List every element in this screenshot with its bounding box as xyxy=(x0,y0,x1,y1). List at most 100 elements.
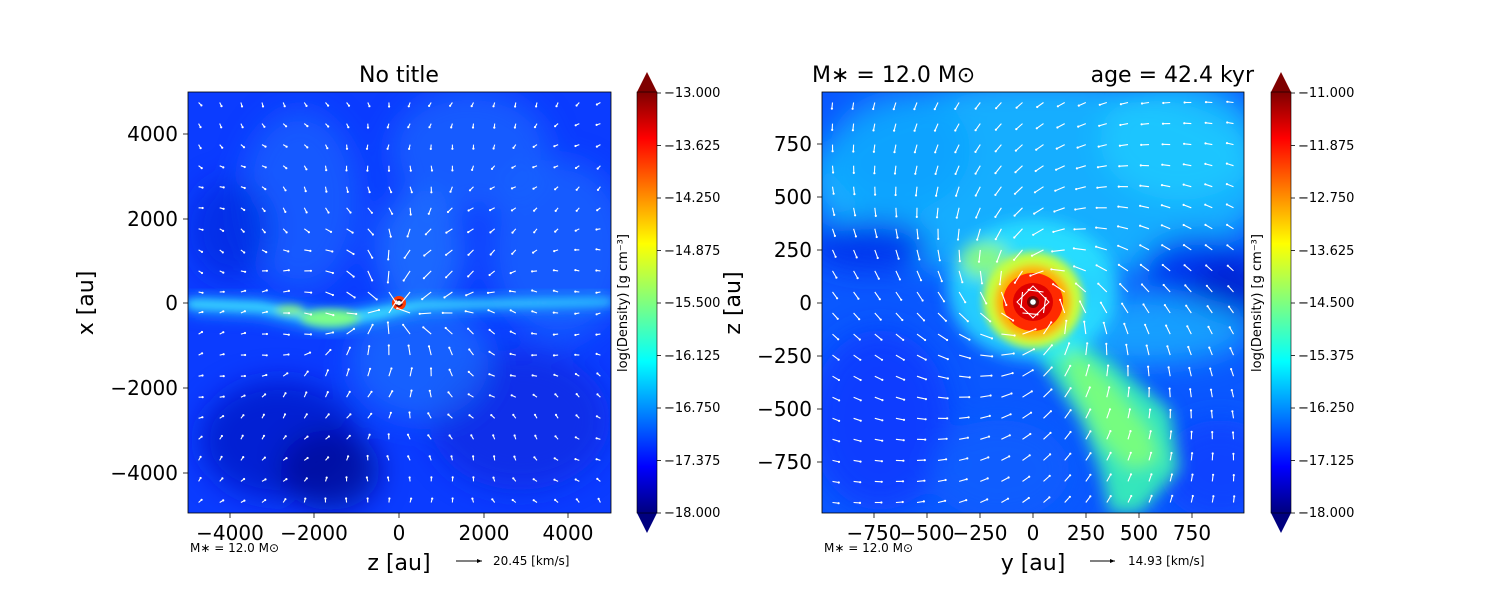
velocity-vector-head xyxy=(1204,101,1208,104)
velocity-vector xyxy=(954,144,960,153)
velocity-vector-head xyxy=(244,270,247,273)
velocity-vector-head xyxy=(327,435,330,438)
velocity-vector xyxy=(1205,244,1213,251)
velocity-vector xyxy=(916,375,927,380)
velocity-vector-head xyxy=(1034,328,1037,331)
velocity-vector xyxy=(1161,224,1171,230)
velocity-vector-head xyxy=(1129,451,1132,454)
velocity-vector xyxy=(428,346,432,356)
left-xtick: 0 xyxy=(393,521,406,545)
velocity-vector-head xyxy=(991,355,994,358)
velocity-vector-head xyxy=(1098,124,1101,127)
velocity-vector-head xyxy=(1068,495,1071,498)
velocity-vector-head xyxy=(1012,352,1015,355)
velocity-vector xyxy=(853,291,859,300)
velocity-vector-head xyxy=(554,498,557,501)
velocity-vector-head xyxy=(954,107,957,110)
velocity-vector-head xyxy=(470,105,473,108)
velocity-vector-head xyxy=(967,416,970,419)
velocity-vector-head xyxy=(395,300,398,303)
velocity-vector-head xyxy=(893,151,896,154)
velocity-vector-head xyxy=(918,258,921,261)
velocity-vector-head xyxy=(935,216,939,219)
velocity-vector-head xyxy=(423,254,426,257)
velocity-vector-head xyxy=(284,435,287,438)
velocity-vector xyxy=(1127,430,1132,440)
velocity-vector xyxy=(1143,304,1150,314)
velocity-vector-head xyxy=(201,291,204,294)
velocity-vector-head xyxy=(347,368,350,371)
velocity-vector-head xyxy=(325,190,328,193)
velocity-vector-head xyxy=(965,499,968,502)
velocity-vector-head xyxy=(1125,343,1128,346)
velocity-vector xyxy=(367,228,374,235)
velocity-vector xyxy=(304,312,312,316)
velocity-vector xyxy=(1120,123,1129,126)
velocity-vector-head xyxy=(1105,342,1108,345)
velocity-vector-head xyxy=(531,289,534,292)
velocity-vector xyxy=(937,270,943,282)
velocity-vector xyxy=(1054,207,1065,213)
velocity-vector xyxy=(1229,347,1235,356)
velocity-vector xyxy=(1085,474,1091,482)
right-xtick: 250 xyxy=(1067,521,1105,545)
velocity-vector-head xyxy=(1204,223,1207,226)
velocity-vector-head xyxy=(283,413,287,416)
velocity-vector-head xyxy=(595,248,598,251)
velocity-vector-head xyxy=(595,415,599,418)
velocity-vector xyxy=(1141,123,1150,125)
velocity-vector-head xyxy=(470,434,473,437)
velocity-vector-head xyxy=(1150,451,1153,454)
right-ytick: 250 xyxy=(774,238,812,262)
velocity-vector-head xyxy=(914,194,918,197)
right-cbar-tick: −18.000 xyxy=(1298,506,1354,521)
velocity-vector-head xyxy=(1208,346,1211,349)
velocity-vector-head xyxy=(200,250,204,253)
velocity-vector-head xyxy=(1097,145,1100,148)
velocity-vector xyxy=(421,291,432,300)
velocity-vector-head xyxy=(488,328,491,331)
velocity-vector-head xyxy=(509,374,512,377)
left-cbar-tick: −15.500 xyxy=(664,296,720,311)
velocity-vector xyxy=(346,347,351,356)
velocity-vector-head xyxy=(575,414,578,417)
velocity-vector-head xyxy=(1117,225,1120,228)
velocity-vector-head xyxy=(1161,244,1164,247)
velocity-vector-head xyxy=(265,310,268,313)
velocity-vector-head xyxy=(509,290,512,293)
velocity-vector-head xyxy=(422,277,425,280)
velocity-vector-head xyxy=(1209,367,1212,370)
velocity-vector-head xyxy=(1056,105,1059,108)
velocity-vector-head xyxy=(552,354,556,357)
velocity-vector-head xyxy=(1149,408,1152,411)
velocity-vector xyxy=(853,186,855,195)
velocity-vector xyxy=(1227,285,1234,293)
velocity-vector-head xyxy=(933,108,936,111)
velocity-vector-head xyxy=(1055,168,1058,171)
velocity-vector-head xyxy=(1225,203,1228,206)
velocity-vector xyxy=(388,368,392,377)
velocity-vector-head xyxy=(597,497,600,500)
velocity-vector-head xyxy=(345,497,348,500)
velocity-vector-head xyxy=(488,394,491,397)
velocity-vector xyxy=(874,270,880,279)
velocity-vector xyxy=(1161,244,1171,251)
velocity-vector-head xyxy=(854,214,857,217)
velocity-vector xyxy=(954,123,960,131)
right-ytick: −500 xyxy=(757,397,812,421)
velocity-vector-head xyxy=(534,434,537,437)
velocity-vector xyxy=(874,375,883,381)
velocity-vector-head xyxy=(1095,245,1098,248)
velocity-vector-head xyxy=(913,108,916,111)
velocity-vector-head xyxy=(450,455,453,458)
velocity-vector xyxy=(832,312,839,320)
velocity-vector-head xyxy=(1089,408,1092,411)
velocity-vector xyxy=(1140,244,1150,251)
velocity-vector-head xyxy=(1005,303,1008,307)
velocity-vector-head xyxy=(242,456,245,459)
velocity-vector-head xyxy=(467,231,470,234)
velocity-vector-head xyxy=(1118,144,1121,147)
velocity-vector-head xyxy=(989,320,992,323)
velocity-vector-head xyxy=(1204,121,1207,124)
velocity-vector-head xyxy=(596,167,599,170)
